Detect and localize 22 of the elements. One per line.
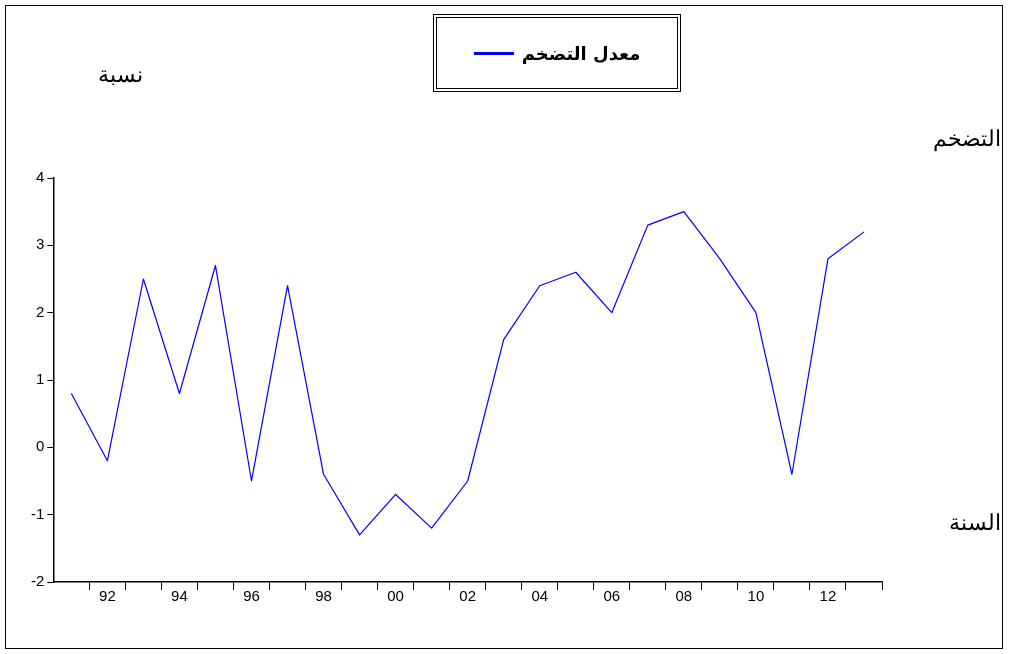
- y-tick-label: 0: [35, 437, 45, 455]
- y-tick-label: 2: [35, 302, 45, 320]
- x-tick-label: 96: [243, 587, 260, 605]
- y-tick-label: 1: [35, 370, 45, 388]
- y-tick-label: -1: [30, 504, 45, 522]
- y-axis-title: نسبة: [98, 62, 143, 87]
- x-axis-title: السنة: [949, 510, 1001, 535]
- legend-label: معدل التضخم: [521, 42, 641, 64]
- x-tick-label: 06: [603, 587, 621, 605]
- x-tick-label: 94: [171, 587, 188, 605]
- x-tick-label: 12: [819, 587, 837, 605]
- x-tick-label: 10: [747, 587, 765, 605]
- y-tick-label: 4: [35, 168, 45, 186]
- x-tick-label: 08: [675, 587, 693, 605]
- x-tick-label: 00: [387, 587, 404, 605]
- text: التضخم: [933, 126, 1001, 151]
- x-tick-label: 04: [531, 587, 549, 605]
- y-tick-label: -2: [30, 572, 45, 590]
- y-tick-label: 3: [35, 235, 45, 253]
- x-tick-label: 02: [459, 587, 477, 605]
- x-tick-label: 92: [99, 587, 116, 605]
- x-tick-label: 98: [315, 587, 332, 605]
